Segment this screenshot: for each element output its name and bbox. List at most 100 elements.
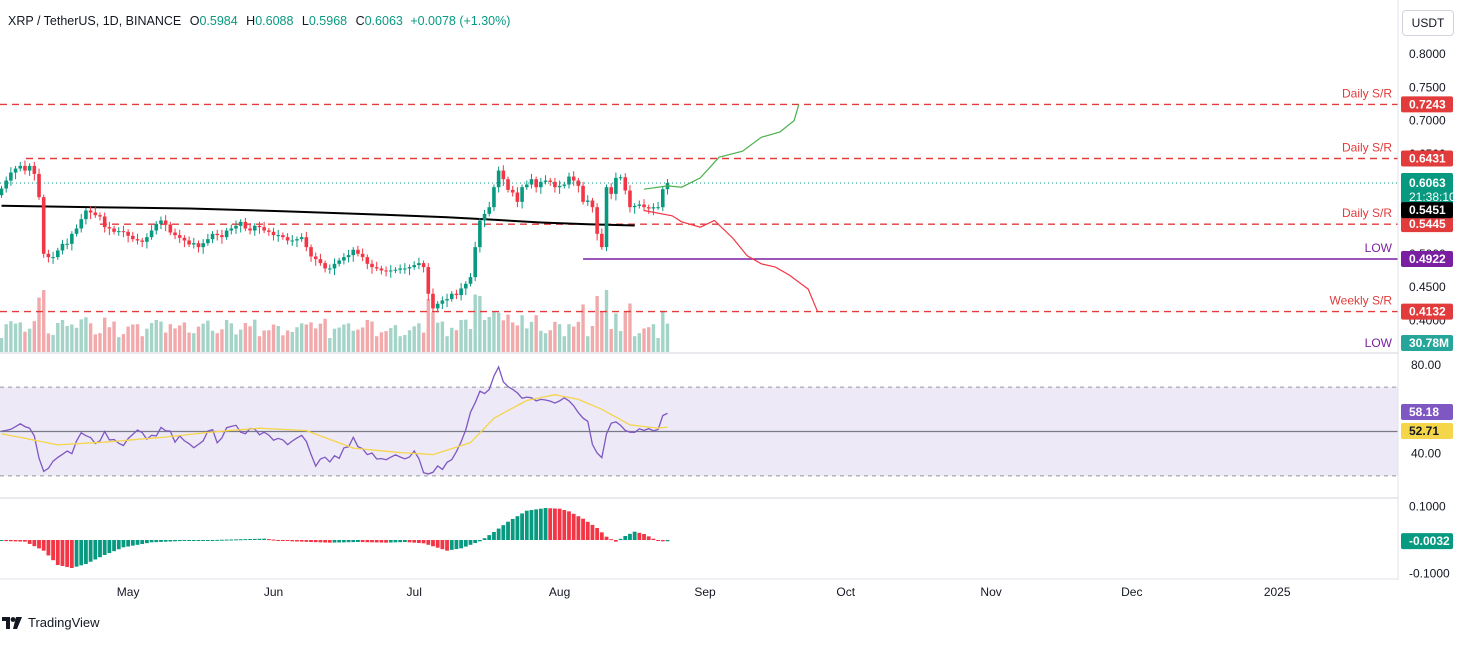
candle-body <box>201 243 205 248</box>
ao-bar <box>0 540 4 541</box>
candle-body <box>135 239 140 241</box>
volume-bar <box>637 333 642 352</box>
volume-bar <box>32 321 37 352</box>
volume-bar <box>581 304 585 352</box>
ao-bar <box>665 540 670 542</box>
candle-body <box>126 231 130 236</box>
ao-bar <box>220 539 224 541</box>
volume-bar <box>117 337 121 352</box>
volume-bar <box>600 311 604 352</box>
volume-bar <box>285 330 290 352</box>
symbol-title[interactable]: XRP / TetherUS, 1D, BINANCE <box>8 14 182 28</box>
candle-body <box>46 253 51 258</box>
volume-bar <box>435 322 440 352</box>
candle-body <box>501 170 506 180</box>
ao-bar <box>290 540 295 542</box>
ao-bar <box>618 538 623 540</box>
ao-bar <box>84 540 88 564</box>
volume-bar <box>201 323 205 352</box>
currency-unit-button[interactable]: USDT <box>1402 10 1454 36</box>
ao-value-tag: -0.0032 <box>1409 534 1450 548</box>
volume-bar <box>511 322 515 352</box>
ao-bar <box>520 513 524 540</box>
level-lines-layer: Daily S/R Daily S/R Daily S/R LOW Weekly S/R <box>0 86 1398 313</box>
ao-bar <box>632 531 637 540</box>
ao-bar <box>473 540 478 544</box>
candle-body <box>660 189 665 208</box>
candle-body <box>177 235 182 238</box>
volume-bar <box>13 323 18 352</box>
volume-low-label: LOW <box>1365 336 1393 350</box>
candle-body <box>510 189 515 193</box>
candle-body <box>159 220 163 224</box>
volume-bar <box>23 331 27 352</box>
ao-bar <box>98 540 102 558</box>
ao-bar <box>69 540 74 568</box>
ao-bar <box>407 540 412 543</box>
ao-bar <box>642 534 646 540</box>
candle-body <box>70 233 74 244</box>
volume-bar <box>248 326 252 352</box>
volume-bar <box>417 323 421 352</box>
candle-body <box>618 177 623 179</box>
candle-body <box>323 263 327 269</box>
ao-bar <box>4 540 9 542</box>
ema200-price-tag: 0.5451 <box>1409 203 1446 217</box>
volume-bar <box>346 323 351 352</box>
candle-body <box>55 250 60 258</box>
volume-bar <box>440 321 445 352</box>
volume-bar <box>159 321 163 352</box>
price-tick-label: 0.7000 <box>1409 114 1446 128</box>
ao-bar <box>529 510 534 540</box>
ao-bar <box>351 540 356 543</box>
volume-bar <box>656 338 660 352</box>
candle-body <box>562 184 567 186</box>
candle-body <box>295 239 299 241</box>
volume-bar <box>314 328 318 352</box>
ao-bar <box>571 513 576 540</box>
level-price-tag: 0.5445 <box>1409 217 1446 231</box>
volume-bar <box>243 323 248 352</box>
volume-bar <box>468 329 473 352</box>
ao-bar <box>365 540 370 543</box>
volume-bar <box>154 320 158 352</box>
volume-bar <box>642 328 646 352</box>
ao-bar <box>276 540 281 541</box>
candle-body <box>173 232 177 236</box>
ao-bar <box>482 538 487 540</box>
branding-footer[interactable]: TradingView <box>2 615 100 630</box>
volume-bar <box>492 311 496 352</box>
ao-bar <box>323 540 328 543</box>
ao-bar <box>435 540 440 548</box>
time-tick-label: Jul <box>407 585 422 599</box>
volume-bar <box>281 335 285 352</box>
ao-bar <box>506 521 510 540</box>
volume-bar <box>553 321 557 352</box>
ao-bar <box>449 540 454 550</box>
ao-bar <box>196 540 201 541</box>
ao-bar <box>116 540 121 550</box>
candle-body <box>360 253 365 258</box>
level-price-tag: 0.7243 <box>1409 97 1446 111</box>
time-tick-label: Dec <box>1121 585 1142 599</box>
ao-bar <box>65 540 70 567</box>
candle-body <box>145 237 149 242</box>
ao-bar <box>581 518 585 540</box>
ao-bar <box>463 540 468 547</box>
ao-bar <box>238 539 243 541</box>
ema200-layer <box>1 204 635 227</box>
volume-bar <box>571 326 576 352</box>
volume-bar <box>534 315 538 352</box>
candle-body <box>496 170 501 188</box>
volume-bar <box>102 317 107 352</box>
volume-bar <box>93 334 97 352</box>
ao-bar <box>646 536 651 540</box>
candle-body <box>41 197 46 254</box>
ao-bar <box>74 540 79 567</box>
ao-bar <box>281 540 285 541</box>
ao-bar <box>332 540 337 543</box>
ao-tick-label: 0.1000 <box>1409 500 1446 514</box>
ao-bar <box>374 540 379 543</box>
volume-bar <box>135 324 140 352</box>
